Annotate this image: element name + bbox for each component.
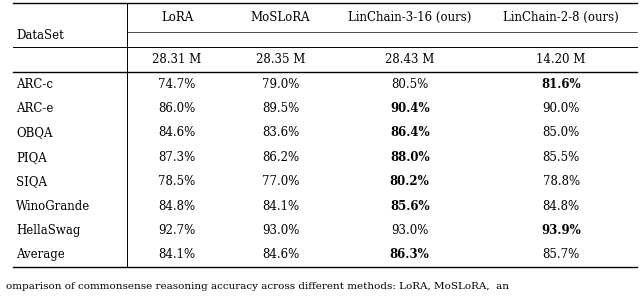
- Text: 86.0%: 86.0%: [159, 102, 196, 115]
- Text: 85.0%: 85.0%: [543, 126, 580, 140]
- Text: 93.0%: 93.0%: [262, 224, 299, 237]
- Text: 28.31 M: 28.31 M: [152, 53, 202, 66]
- Text: 14.20 M: 14.20 M: [536, 53, 586, 66]
- Text: LoRA: LoRA: [161, 11, 193, 24]
- Text: LinChain-3-16 (ours): LinChain-3-16 (ours): [348, 11, 472, 24]
- Text: 86.3%: 86.3%: [390, 248, 429, 261]
- Text: 78.8%: 78.8%: [543, 175, 580, 188]
- Text: SIQA: SIQA: [16, 175, 47, 188]
- Text: 28.43 M: 28.43 M: [385, 53, 435, 66]
- Text: PIQA: PIQA: [16, 151, 47, 164]
- Text: 86.4%: 86.4%: [390, 126, 429, 140]
- Text: 28.35 M: 28.35 M: [256, 53, 305, 66]
- Text: Average: Average: [16, 248, 65, 261]
- Text: 85.6%: 85.6%: [390, 200, 429, 213]
- Text: 84.6%: 84.6%: [262, 248, 299, 261]
- Text: OBQA: OBQA: [16, 126, 52, 140]
- Text: 77.0%: 77.0%: [262, 175, 299, 188]
- Text: 84.6%: 84.6%: [159, 126, 196, 140]
- Text: 86.2%: 86.2%: [262, 151, 299, 164]
- Text: 87.3%: 87.3%: [159, 151, 196, 164]
- Text: 80.2%: 80.2%: [390, 175, 429, 188]
- Text: 84.1%: 84.1%: [159, 248, 196, 261]
- Text: WinoGrande: WinoGrande: [16, 200, 90, 213]
- Text: 88.0%: 88.0%: [390, 151, 429, 164]
- Text: 80.5%: 80.5%: [391, 78, 428, 91]
- Text: 93.0%: 93.0%: [391, 224, 428, 237]
- Text: MoSLoRA: MoSLoRA: [251, 11, 310, 24]
- Text: LinChain-2-8 (ours): LinChain-2-8 (ours): [503, 11, 619, 24]
- Text: ARC-c: ARC-c: [16, 78, 53, 91]
- Text: omparison of commonsense reasoning accuracy across different methods: LoRA, MoSL: omparison of commonsense reasoning accur…: [6, 282, 509, 291]
- Text: 81.6%: 81.6%: [541, 78, 581, 91]
- Text: 89.5%: 89.5%: [262, 102, 299, 115]
- Text: 78.5%: 78.5%: [159, 175, 196, 188]
- Text: 74.7%: 74.7%: [159, 78, 196, 91]
- Text: 83.6%: 83.6%: [262, 126, 299, 140]
- Text: 84.8%: 84.8%: [543, 200, 580, 213]
- Text: 84.1%: 84.1%: [262, 200, 299, 213]
- Text: 85.7%: 85.7%: [543, 248, 580, 261]
- Text: DataSet: DataSet: [16, 29, 64, 42]
- Text: 90.4%: 90.4%: [390, 102, 429, 115]
- Text: ARC-e: ARC-e: [16, 102, 53, 115]
- Text: HellaSwag: HellaSwag: [16, 224, 81, 237]
- Text: 92.7%: 92.7%: [159, 224, 196, 237]
- Text: 85.5%: 85.5%: [543, 151, 580, 164]
- Text: 79.0%: 79.0%: [262, 78, 299, 91]
- Text: 90.0%: 90.0%: [543, 102, 580, 115]
- Text: 84.8%: 84.8%: [159, 200, 196, 213]
- Text: 93.9%: 93.9%: [541, 224, 581, 237]
